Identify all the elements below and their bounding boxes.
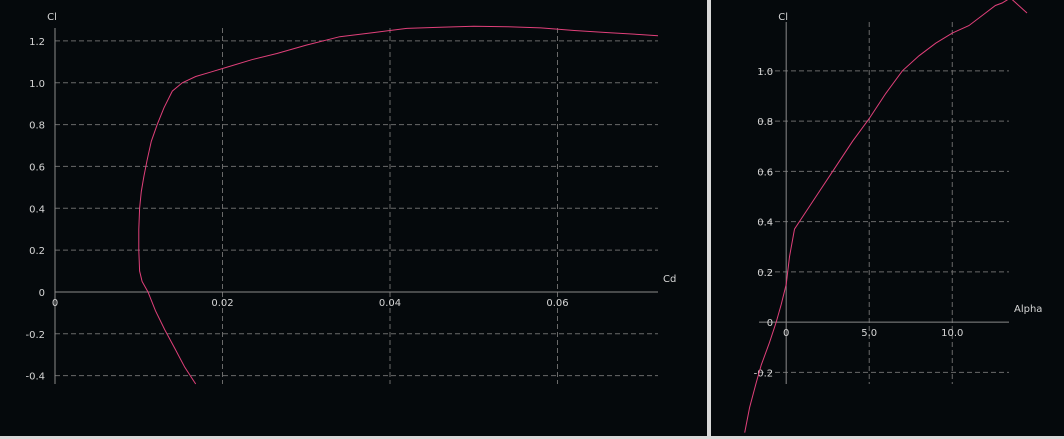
cl-cd-y-tick-label: 1.2	[29, 37, 45, 48]
cl-vs-alpha-chart: 0 5.0 10.0 -0.2 0 0.2 0.4 0.6 0.8 1.0 Cl Alpha	[744, 0, 1042, 433]
cl-alpha-x-tick-label: 10.0	[941, 328, 963, 339]
cl-vs-alpha-chart-panel: 0 5.0 10.0 -0.2 0 0.2 0.4 0.6 0.8 1.0 Cl Alpha	[711, 0, 1064, 436]
cl-cd-x-tick-label: 0.06	[546, 298, 568, 309]
cl-alpha-y-tick-label: 0.6	[757, 167, 773, 178]
cl-alpha-x-tick-label: 5.0	[861, 328, 877, 339]
cl-cd-y-tick-label: 0.4	[29, 204, 45, 215]
cl-alpha-y-tick-label: 0.2	[757, 268, 773, 279]
cl-alpha-series-line	[744, 0, 1028, 433]
cl-cd-x-tick-label: 0.04	[379, 298, 401, 309]
cl-cd-x-axis-title: Cd	[663, 274, 676, 285]
cl-cd-y-tick-label: 1.0	[29, 79, 45, 90]
cl-cd-y-tick-label: -0.2	[25, 330, 45, 341]
cl-alpha-y-tick-label: 0.8	[757, 117, 773, 128]
cl-alpha-y-axis-title: Cl	[778, 12, 788, 23]
cl-cd-series-line	[138, 25, 659, 385]
cl-alpha-y-tick-label: 0	[767, 318, 773, 329]
cl-cd-y-tick-label: 0	[39, 288, 45, 299]
cl-vs-cd-chart: 0 0.02 0.04 0.06 -0.4 -0.2 0 0.2 0.4 0.6 0.8 1.0 1.2…	[25, 12, 676, 385]
cl-cd-y-tick-label: -0.4	[25, 372, 45, 383]
cl-cd-x-tick-label: 0	[52, 298, 58, 309]
cl-cd-y-axis-title: Cl	[47, 12, 57, 23]
cl-cd-x-tick-label: 0.02	[211, 298, 233, 309]
cl-alpha-y-tick-label: -0.2	[754, 368, 774, 379]
cl-alpha-x-axis-title: Alpha	[1014, 304, 1042, 315]
cl-alpha-y-tick-label: 1.0	[757, 67, 773, 78]
cl-vs-cd-chart-panel: 0 0.02 0.04 0.06 -0.4 -0.2 0 0.2 0.4 0.6 0.8 1.0 1.2…	[0, 0, 707, 436]
cl-cd-y-tick-label: 0.2	[29, 246, 45, 257]
cl-cd-y-tick-label: 0.6	[29, 162, 45, 173]
cl-cd-y-tick-label: 0.8	[29, 121, 45, 132]
cl-alpha-x-tick-label: 0	[783, 328, 789, 339]
cl-alpha-y-tick-label: 0.4	[757, 218, 773, 229]
